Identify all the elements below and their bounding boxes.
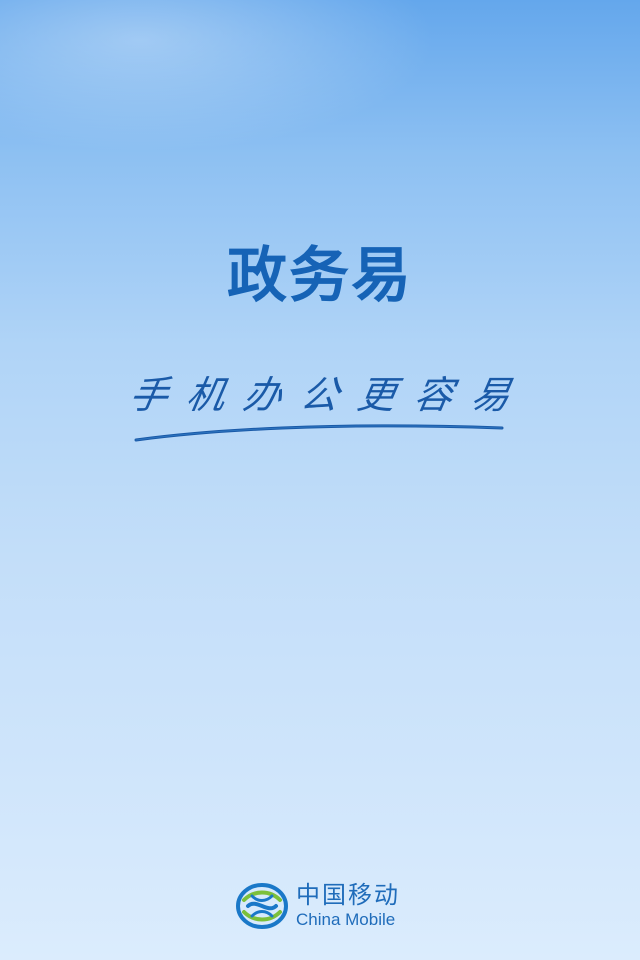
china-mobile-logo-icon (236, 883, 288, 929)
china-mobile-brand: 中国移动 China Mobile (234, 876, 400, 936)
app-title: 政务易 (227, 241, 413, 311)
slogan-underline (134, 424, 504, 442)
slogan: 手 机 办 公 更 容 易 (126, 368, 514, 448)
brand-name-en: China Mobile (296, 910, 396, 929)
brand-name-cn: 中国移动 (296, 881, 400, 909)
brand-text: 中国移动 China Mobile (296, 881, 400, 931)
